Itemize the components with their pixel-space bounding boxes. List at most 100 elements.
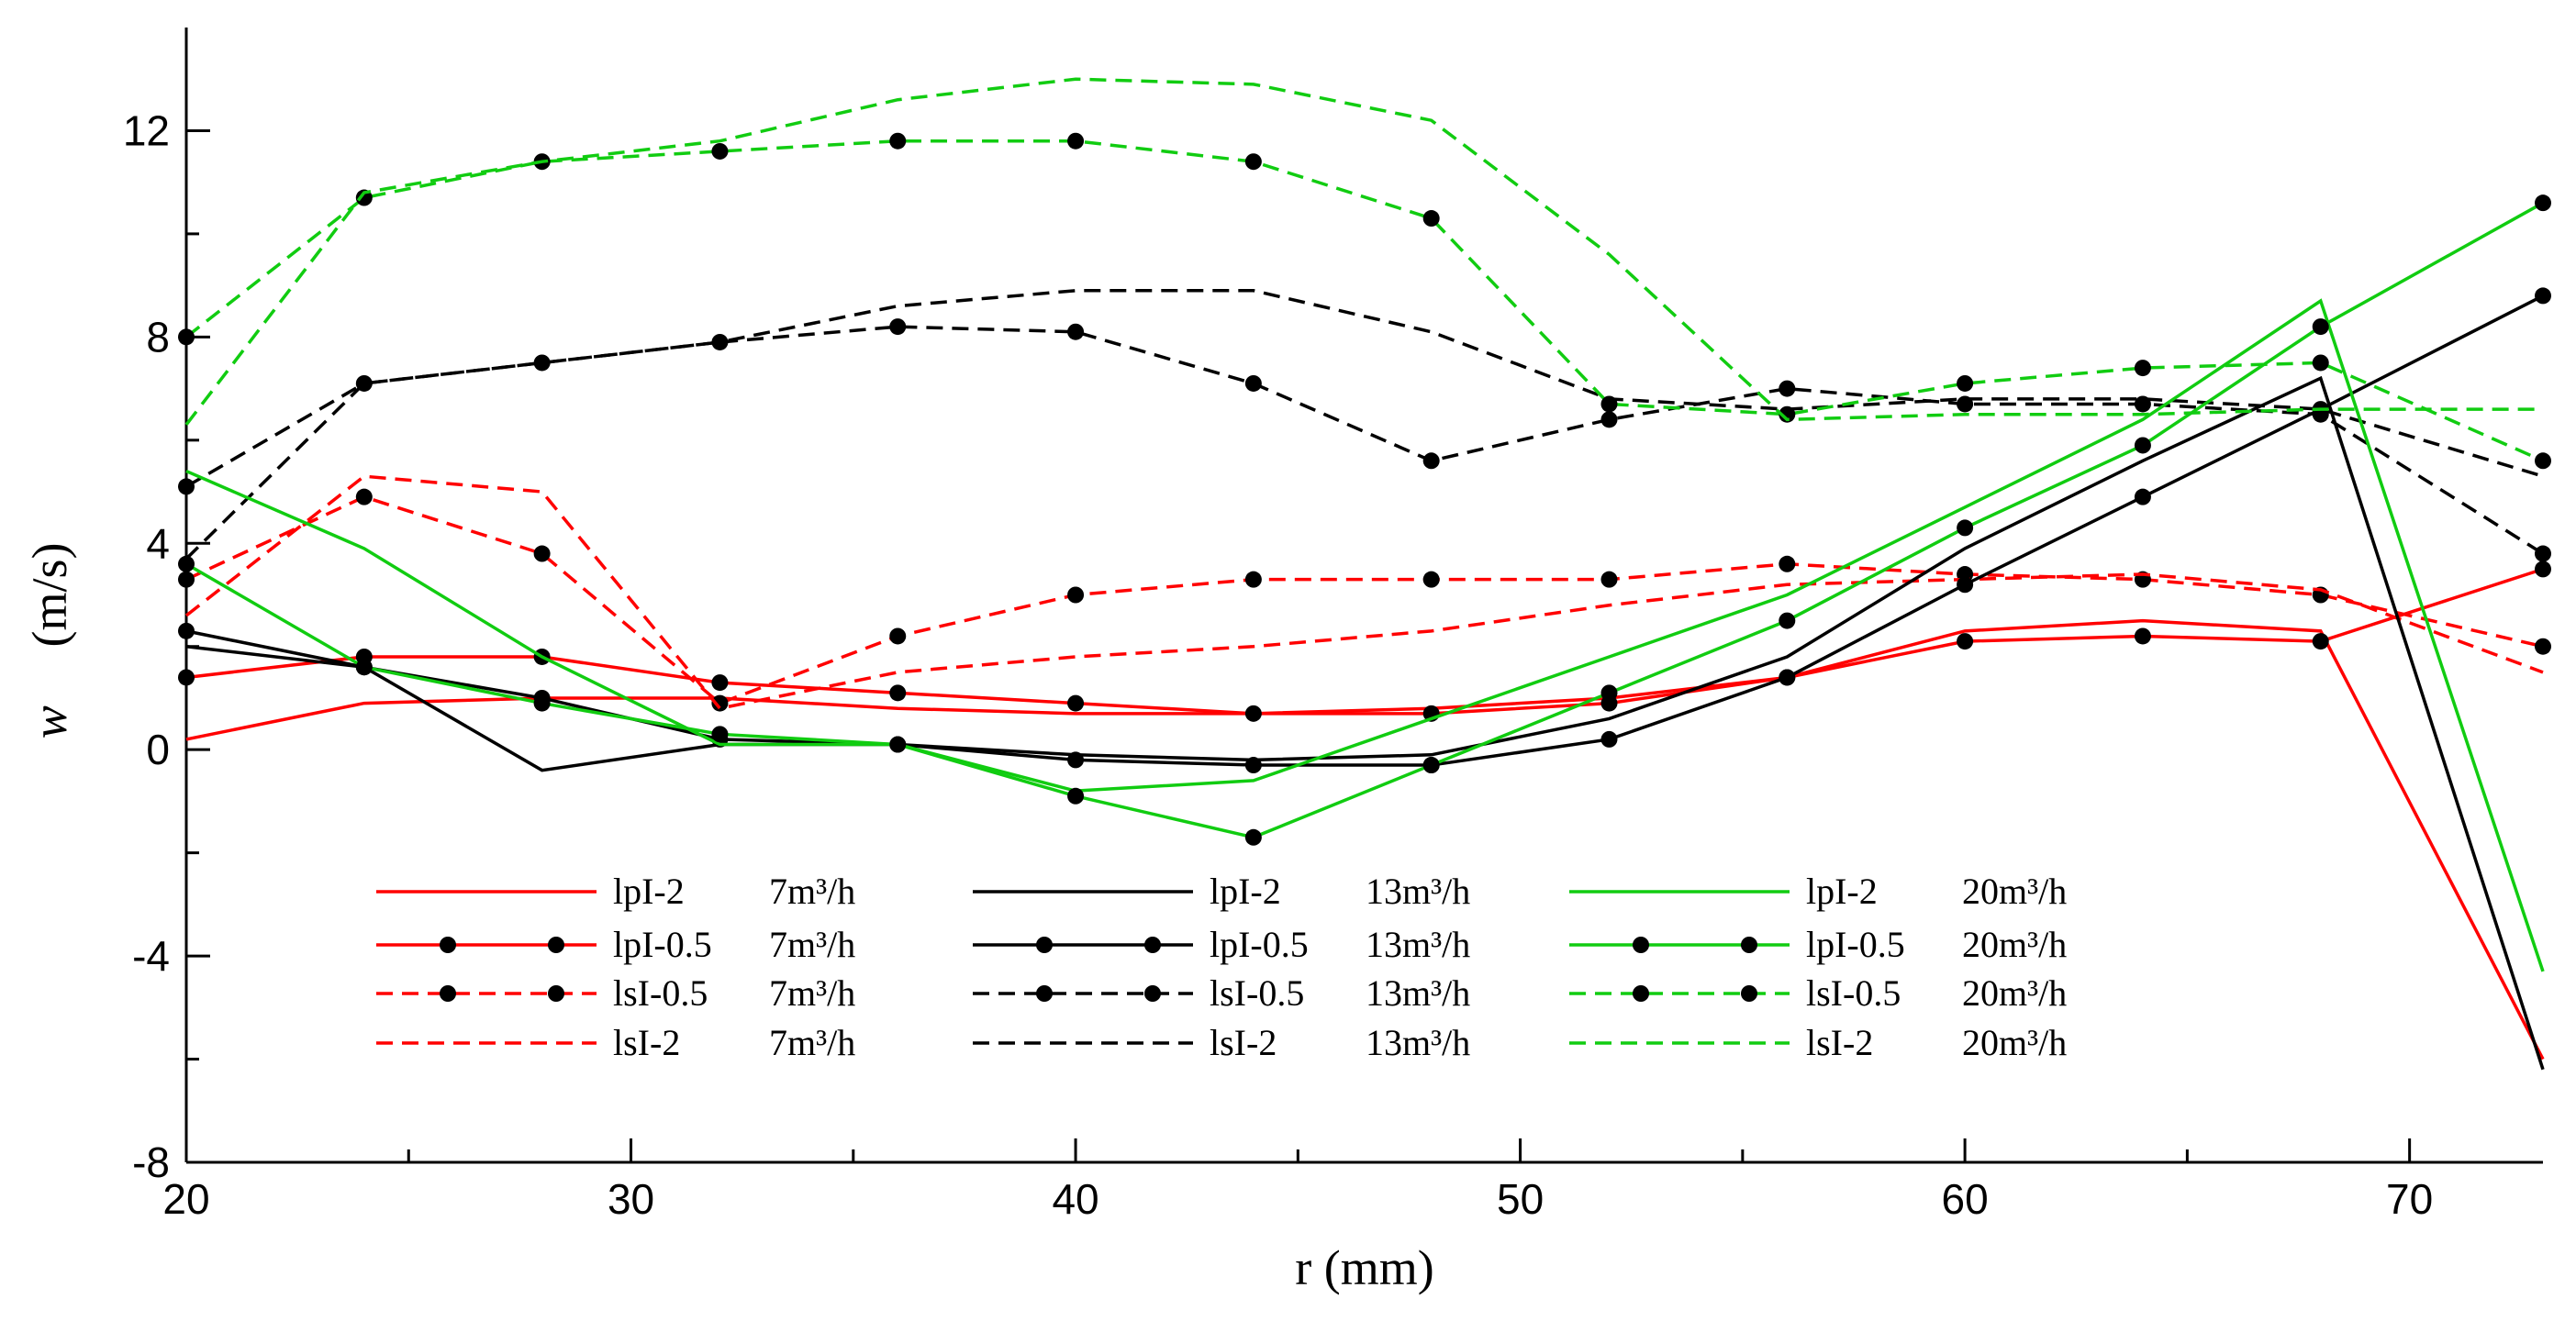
series-6 [178, 318, 2551, 562]
data-point [1067, 586, 1085, 604]
data-point [1600, 395, 1618, 413]
data-point [533, 545, 551, 562]
legend-item: lpI-2 20m³/h [1569, 871, 2067, 912]
y-axis-unit: (m/s) [22, 543, 77, 648]
legend-name: lpI-0.5 [1806, 924, 1905, 965]
data-point [889, 627, 907, 645]
data-point [1600, 730, 1618, 748]
data-point [1779, 669, 1796, 686]
x-tick-label: 60 [1942, 1175, 1989, 1223]
data-point [1067, 787, 1085, 805]
legend: lpI-2 7m³/h lpI-2 13m³/h lpI-2 20m³/h lpI-0.5 7… [376, 871, 2067, 1063]
data-point [2312, 318, 2329, 336]
legend-flow: 13m³/h [1366, 1022, 1470, 1063]
x-axis-title: r (mm) [1295, 1240, 1433, 1295]
data-point [2535, 287, 2551, 305]
data-point [2535, 561, 2551, 578]
series-line [185, 294, 2544, 767]
series-line [185, 618, 2545, 1060]
legend-marker [1144, 985, 1161, 1002]
data-point [1957, 374, 1974, 392]
legend-item: lsI-0.5 20m³/h [1569, 972, 2067, 1014]
legend-item: lpI-0.5 20m³/h [1569, 924, 2067, 965]
legend-item: lpI-2 7m³/h [376, 871, 855, 912]
data-point [2312, 633, 2329, 650]
legend-marker [1036, 937, 1053, 953]
legend-flow: 20m³/h [1962, 972, 2067, 1014]
data-point [889, 132, 907, 150]
data-point [1244, 374, 1262, 392]
data-point [1957, 576, 1974, 594]
series-10 [178, 132, 2551, 470]
legend-marker [440, 937, 456, 953]
x-tick-label: 20 [162, 1175, 209, 1223]
data-point [711, 142, 729, 160]
x-tick-label: 40 [1052, 1175, 1098, 1223]
legend-marker [1741, 985, 1757, 1002]
data-point [1067, 694, 1085, 712]
data-point [1779, 555, 1796, 572]
data-point [1244, 757, 1262, 774]
legend-flow: 13m³/h [1366, 972, 1470, 1014]
data-point [178, 328, 195, 346]
data-point [178, 622, 195, 639]
data-point [178, 571, 195, 588]
y-tick-label: -4 [132, 932, 170, 980]
data-point [1244, 153, 1262, 171]
data-point [1779, 612, 1796, 629]
series-line [184, 289, 2544, 561]
data-point [178, 555, 195, 572]
legend-name: lsI-2 [1806, 1022, 1873, 1063]
x-tick-label: 50 [1497, 1175, 1544, 1223]
series-11 [184, 77, 2543, 427]
series-line [184, 474, 2544, 711]
legend-marker [1741, 937, 1757, 953]
series-3 [184, 474, 2544, 711]
data-point [355, 189, 373, 206]
series-line [185, 567, 2544, 716]
data-point [2535, 545, 2551, 562]
data-point [2535, 638, 2551, 655]
series-7 [184, 289, 2544, 561]
legend-flow: 7m³/h [769, 1022, 855, 1063]
x-tick-label: 30 [608, 1175, 654, 1223]
legend-marker [548, 985, 564, 1002]
data-point [1600, 411, 1618, 428]
legend-item: lpI-0.5 13m³/h [973, 924, 1470, 965]
series-4 [185, 375, 2545, 1071]
legend-name: lpI-2 [613, 871, 685, 912]
data-point [1422, 452, 1440, 470]
data-point [355, 659, 373, 676]
series-9 [178, 194, 2551, 846]
data-point [2312, 354, 2329, 372]
legend-name: lsI-0.5 [1806, 972, 1901, 1014]
legend-marker [1144, 937, 1161, 953]
y-tick-label: 8 [146, 313, 170, 361]
legend-name: lpI-2 [1806, 871, 1878, 912]
series-line [185, 494, 2544, 705]
data-point [889, 318, 907, 336]
legend-name: lsI-0.5 [1210, 972, 1304, 1014]
data-point [1067, 132, 1085, 150]
data-point [1422, 757, 1440, 774]
legend-item: lsI-0.5 7m³/h [376, 972, 855, 1014]
legend-item: lsI-2 20m³/h [1569, 1022, 2067, 1063]
legend-name: lsI-2 [1210, 1022, 1277, 1063]
data-point [533, 354, 551, 372]
series-0 [185, 618, 2545, 1060]
data-point [1244, 828, 1262, 846]
legend-item: lpI-0.5 7m³/h [376, 924, 855, 965]
data-point [533, 694, 551, 712]
data-point [178, 478, 195, 495]
legend-item: lsI-0.5 13m³/h [973, 972, 1470, 1014]
legend-name: lpI-2 [1210, 871, 1281, 912]
data-point [1067, 323, 1085, 340]
data-point [1600, 684, 1618, 702]
data-point [1957, 633, 1974, 650]
legend-item: lpI-2 13m³/h [973, 871, 1470, 912]
data-point [711, 333, 729, 350]
data-point [2134, 360, 2151, 377]
legend-flow: 7m³/h [769, 871, 855, 912]
data-point [1244, 571, 1262, 588]
